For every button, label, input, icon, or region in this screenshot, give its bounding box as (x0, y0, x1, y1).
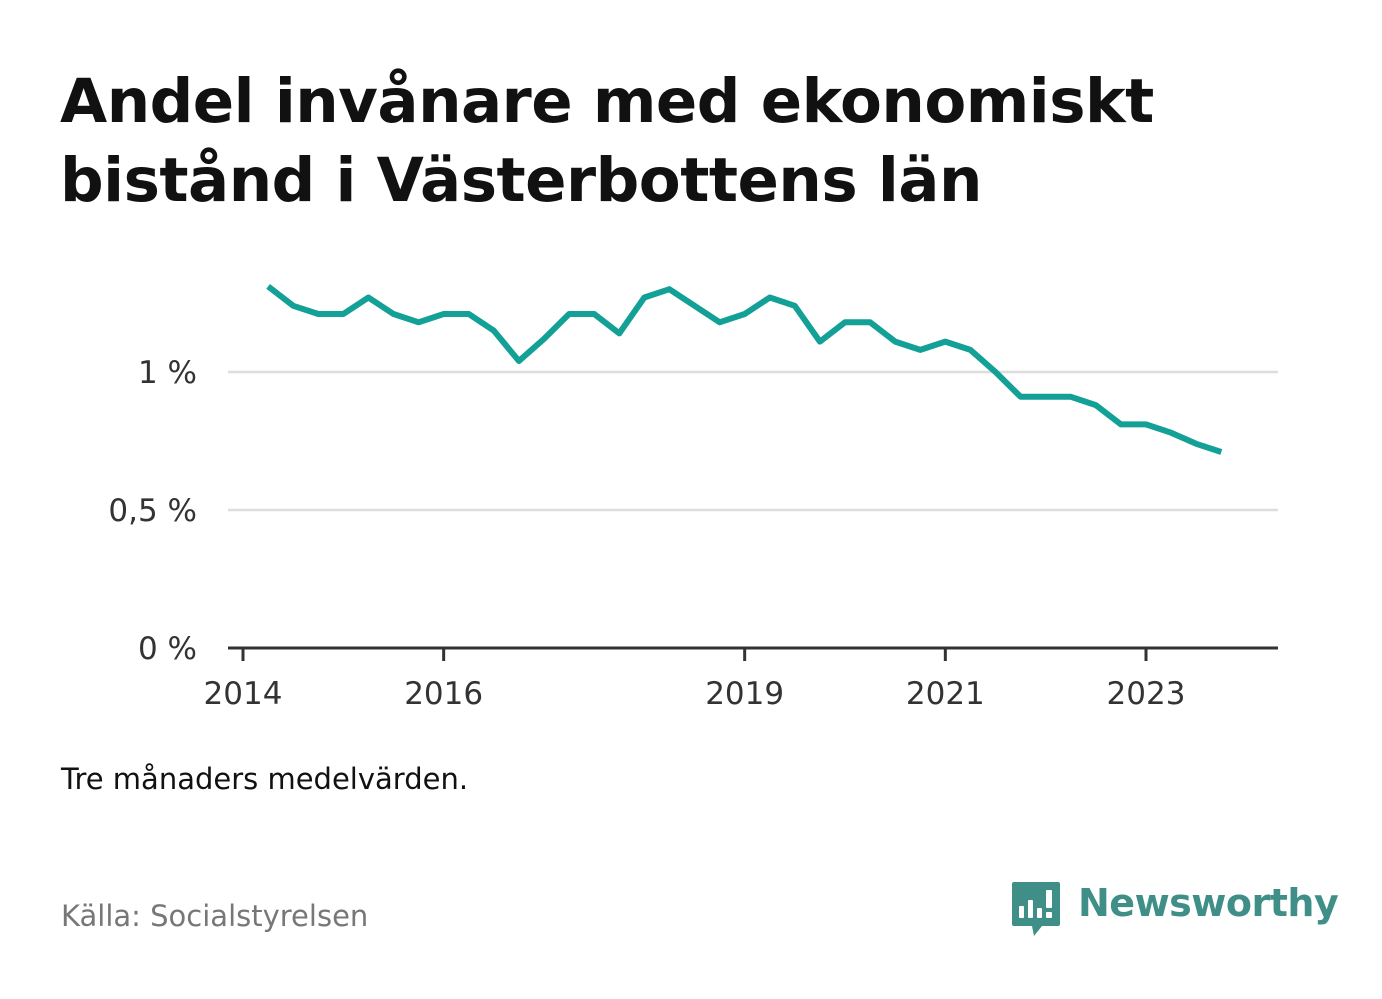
data-point (917, 347, 923, 353)
data-point (867, 319, 873, 325)
data-point (1193, 441, 1199, 447)
data-point (365, 295, 371, 301)
data-point (792, 303, 798, 309)
data-point (616, 330, 622, 336)
data-point (1043, 394, 1049, 400)
data-point (391, 311, 397, 317)
grid-lines (228, 370, 1278, 512)
axis-labels: 0 % 0,5 % 1 % 2014 2016 2019 2021 2023 (108, 355, 1185, 712)
data-point (692, 303, 698, 309)
data-point (967, 347, 973, 353)
data-point (666, 286, 672, 292)
series-layer (265, 283, 1224, 455)
source-credit: Källa: Socialstyrelsen (61, 899, 369, 933)
data-point (591, 311, 597, 317)
x-tick-label: 2014 (204, 676, 283, 712)
data-point (290, 303, 296, 309)
data-point (340, 311, 346, 317)
data-point (1093, 402, 1099, 408)
data-point (1018, 394, 1024, 400)
data-point (566, 311, 572, 317)
brand-logo: Newsworthy (1010, 880, 1339, 940)
data-point (892, 339, 898, 345)
data-point (842, 319, 848, 325)
data-point (817, 339, 823, 345)
chart-title-line-1: Andel invånare med ekonomiskt (60, 66, 1154, 137)
x-tick-label: 2019 (705, 676, 784, 712)
data-point (315, 311, 321, 317)
data-point (767, 295, 773, 301)
data-point (1118, 421, 1124, 427)
data-point (416, 319, 422, 325)
data-point (1143, 421, 1149, 427)
chart-note: Tre månaders medelvärden. (61, 762, 469, 796)
data-point (541, 336, 547, 342)
data-point (491, 328, 497, 334)
data-point (742, 311, 748, 317)
brand-name: Newsworthy (1078, 881, 1339, 925)
data-point (516, 358, 522, 364)
chart-title: Andel invånare med ekonomiskt bistånd i … (60, 62, 1310, 220)
x-tick-label: 2021 (906, 676, 985, 712)
data-point (441, 311, 447, 317)
data-point (942, 339, 948, 345)
newsworthy-logo-icon (1012, 882, 1060, 936)
data-point (1168, 430, 1174, 436)
data-point (1068, 394, 1074, 400)
y-tick-label: 0,5 % (108, 493, 197, 529)
x-tick-label: 2023 (1107, 676, 1186, 712)
data-point (993, 369, 999, 375)
data-point (717, 319, 723, 325)
x-axis (228, 646, 1278, 661)
line-chart: 0 % 0,5 % 1 % 2014 2016 2019 2021 2023 (108, 283, 1278, 712)
data-point (466, 311, 472, 317)
data-point (1218, 449, 1224, 455)
series-line (266, 284, 1223, 455)
x-tick-label: 2016 (404, 676, 483, 712)
chart-title-line-2: bistånd i Västerbottens län (60, 145, 982, 216)
y-tick-label: 1 % (138, 355, 197, 391)
data-point (265, 283, 271, 289)
y-tick-label: 0 % (138, 631, 197, 667)
data-point (641, 295, 647, 301)
